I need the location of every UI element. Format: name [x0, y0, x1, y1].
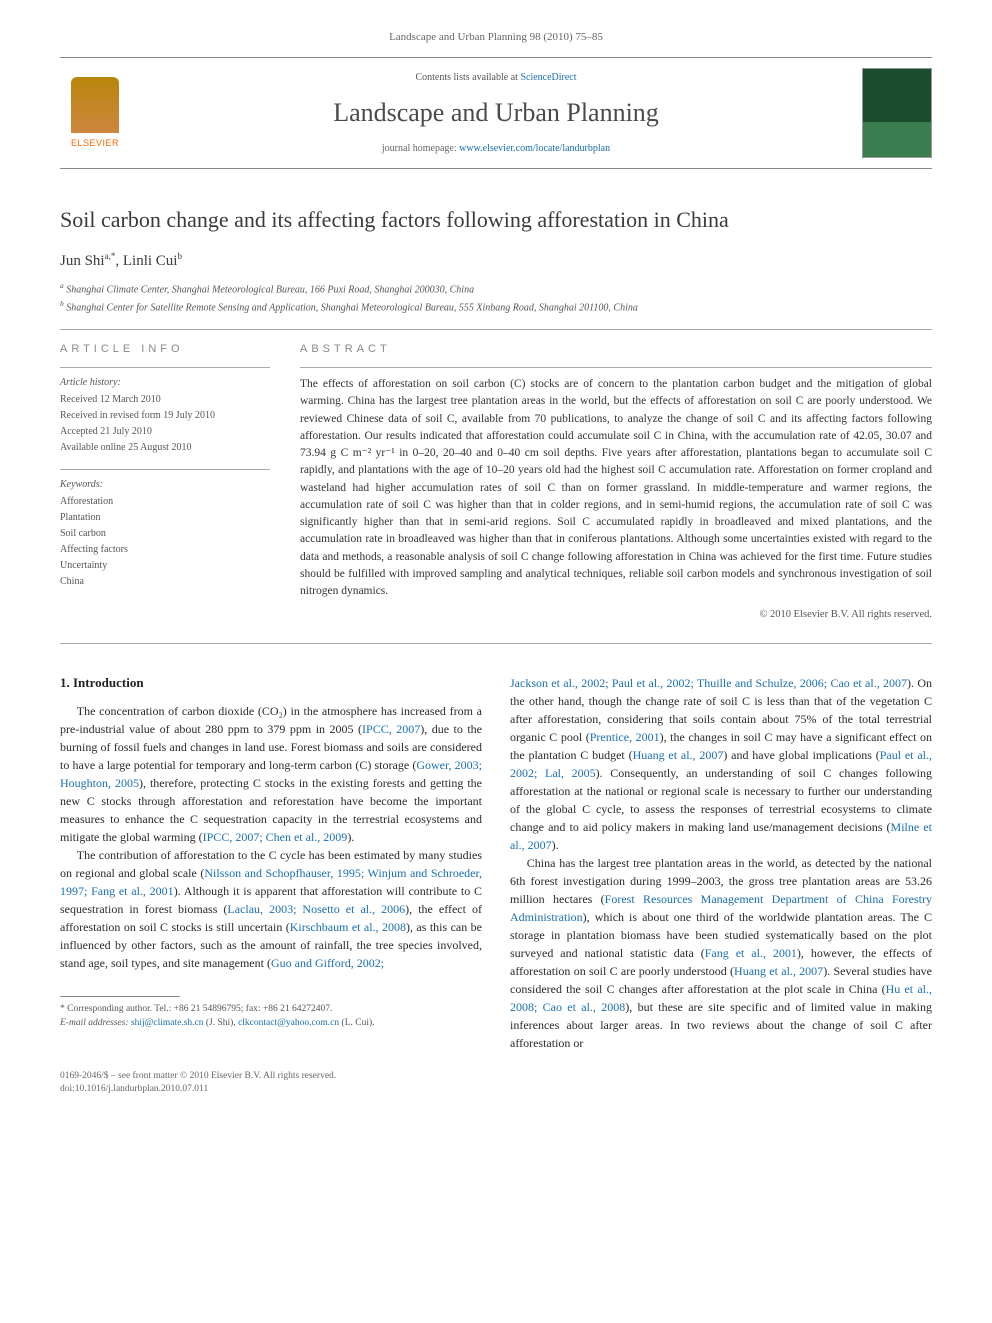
emails-label: E-mail addresses: [60, 1018, 129, 1028]
abstract-panel: ABSTRACT The effects of afforestation on… [300, 342, 932, 623]
affiliation-a: a Shanghai Climate Center, Shanghai Mete… [60, 280, 932, 297]
homepage-prefix: journal homepage: [382, 143, 459, 154]
doi-line: doi:10.1016/j.landurbplan.2010.07.011 [60, 1083, 932, 1096]
publisher-logo: ELSEVIER [60, 73, 130, 153]
abstract-copyright: © 2010 Elsevier B.V. All rights reserved… [300, 608, 932, 623]
received-date: Received 12 March 2010 [60, 393, 270, 407]
keyword: Afforestation [60, 495, 270, 509]
affiliations: a Shanghai Climate Center, Shanghai Mete… [60, 280, 932, 315]
divider [60, 643, 932, 644]
email-who-2: (L. Cui). [342, 1018, 375, 1028]
citation-line: Landscape and Urban Planning 98 (2010) 7… [60, 30, 932, 45]
body-text-right: Jackson et al., 2002; Paul et al., 2002;… [510, 674, 932, 1052]
email-who-1: (J. Shi), [206, 1018, 236, 1028]
online-date: Available online 25 August 2010 [60, 441, 270, 455]
right-column: Jackson et al., 2002; Paul et al., 2002;… [510, 674, 932, 1052]
body-text-left: The concentration of carbon dioxide (CO₂… [60, 702, 482, 972]
revised-date: Received in revised form 19 July 2010 [60, 409, 270, 423]
keyword: Affecting factors [60, 543, 270, 557]
homepage-line: journal homepage: www.elsevier.com/locat… [142, 142, 850, 156]
article-info-panel: ARTICLE INFO Article history: Received 1… [60, 342, 270, 623]
email-addresses: E-mail addresses: shij@climate.sh.cn (J.… [60, 1017, 482, 1030]
history-label: Article history: [60, 376, 270, 390]
email-link-1[interactable]: shij@climate.sh.cn [131, 1018, 204, 1028]
abstract-text: The effects of afforestation on soil car… [300, 376, 932, 600]
affiliation-b: b Shanghai Center for Satellite Remote S… [60, 298, 932, 315]
keyword: Uncertainty [60, 559, 270, 573]
keywords-label: Keywords: [60, 478, 270, 492]
article-title: Soil carbon change and its affecting fac… [60, 205, 932, 236]
divider [60, 329, 932, 330]
keyword: Soil carbon [60, 527, 270, 541]
author-list: Jun Shia,*, Linli Cuib [60, 250, 932, 272]
front-matter-line: 0169-2046/$ – see front matter © 2010 El… [60, 1070, 932, 1083]
accepted-date: Accepted 21 July 2010 [60, 425, 270, 439]
keyword: China [60, 575, 270, 589]
contents-prefix: Contents lists available at [415, 72, 520, 83]
journal-title: Landscape and Urban Planning [142, 95, 850, 131]
abstract-heading: ABSTRACT [300, 342, 932, 357]
footnote-separator [60, 996, 180, 997]
homepage-link[interactable]: www.elsevier.com/locate/landurbplan [459, 143, 610, 154]
page-footer: 0169-2046/$ – see front matter © 2010 El… [60, 1070, 932, 1097]
keyword: Plantation [60, 511, 270, 525]
section-1-heading: 1. Introduction [60, 674, 482, 692]
article-info-heading: ARTICLE INFO [60, 342, 270, 357]
journal-masthead: ELSEVIER Contents lists available at Sci… [60, 57, 932, 169]
email-link-2[interactable]: clkcontact@yahoo.com.cn [238, 1018, 339, 1028]
contents-available: Contents lists available at ScienceDirec… [142, 71, 850, 85]
sciencedirect-link[interactable]: ScienceDirect [520, 72, 576, 83]
elsevier-tree-icon [71, 77, 119, 133]
publisher-name: ELSEVIER [71, 137, 119, 150]
left-column: 1. Introduction The concentration of car… [60, 674, 482, 1052]
corresponding-author-note: * Corresponding author. Tel.: +86 21 548… [60, 1003, 482, 1016]
journal-cover-thumbnail [862, 68, 932, 158]
